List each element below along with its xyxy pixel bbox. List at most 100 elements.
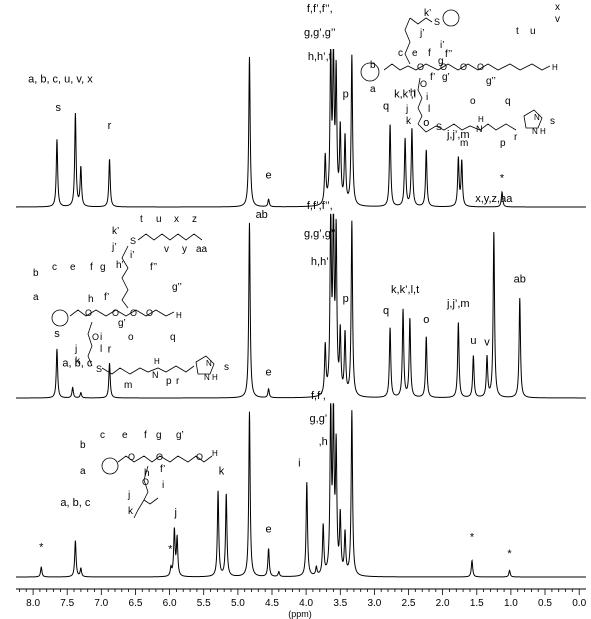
structure-imidazole-ring [195,355,215,375]
structure-label: t [516,26,519,37]
structure-label: z [192,214,197,225]
peak-label: j,j’,m [446,129,470,141]
structure-label: h’ [116,260,124,271]
peak-label: h,h’ [311,256,329,268]
structure-label: i [100,332,102,343]
structure-label: k’ [112,226,119,237]
structure-label: x [555,2,560,13]
structure-atom: O [420,79,427,89]
structure-label: f’ [160,464,165,475]
structure-label: v [555,14,560,25]
peak-label: * [39,542,44,554]
structure-atom: N [152,370,159,380]
structure-label: g [100,262,106,273]
peak-label: f,f’,f’’, [307,3,333,15]
structure-label: a [33,292,39,303]
structure-label: f [144,430,147,441]
structure-atom: O [146,308,153,318]
structure-label: b [33,268,39,279]
structure-label: k’ [424,8,431,19]
structure-label: q [170,332,176,343]
structure-atom: H [552,63,558,72]
peak-label: r [108,344,112,356]
structure-atom: N [476,124,483,134]
x-tick-label: 4.0 [299,598,313,609]
peak-label: f,f’,f’’, [307,200,333,212]
structure-label: o [128,332,134,343]
structure-label: r [514,132,518,143]
structure-benzene-ring [101,457,119,475]
peak-label: p [343,89,349,101]
peak-label: * [168,543,173,555]
peak-label: e [266,524,272,536]
structure-label: b [370,60,376,71]
structure-label: k [128,506,134,517]
peak-label: ab [256,209,268,221]
structure-label: l [428,104,430,115]
structure-label: f’ [104,292,109,303]
structure-label: h [88,294,94,305]
structure-label: m [460,138,468,149]
peak-label: f,f’, [311,390,326,402]
structure-label: f’’ [150,262,157,273]
structure-label: f’’ [445,49,452,60]
structure-label: c [52,262,57,273]
structure-atom: O [142,477,149,487]
structure-atom: H [176,311,182,320]
structure-atom: O [85,308,92,318]
peak-label: k,k’,l [394,89,416,101]
x-tick-label: 7.0 [94,598,108,609]
structure-label: a [80,466,86,477]
structure-benzene-ring [360,62,380,82]
x-tick-label: 3.5 [333,598,347,609]
structure-atom: H [212,449,218,458]
peak-label: i [298,457,300,469]
structure-label: u [156,214,162,225]
spectrum-panel-2: abf,f’,f’’,g,g’,g’’h,h’pqk,k’,l,toj,j’,m… [16,193,586,399]
spectrum-trace [16,49,586,208]
structure-label: g’’ [172,282,182,293]
peak-label: e [266,366,272,378]
structure-label: h [144,468,150,479]
structure-atom: O [130,308,137,318]
structure-label: f’ [430,72,435,83]
structure-bond [143,465,159,505]
x-tick-label: 0.0 [572,598,586,609]
x-tick-label: 3.0 [367,598,381,609]
structure-label: y [182,244,187,255]
structure-atom: S [434,17,440,27]
structure-label: g’ [176,430,184,441]
structure-label: e [122,430,128,441]
spectra-panels: a, b, c, u, v, x s r e f,f’,f’’, g,g’,g’’ h,h’… [16,3,586,578]
structure-label: h [410,88,416,99]
peak-label: g,g’ [310,413,328,425]
peak-label: a, b, c [62,358,92,370]
structure-atom: H [540,127,546,136]
x-tick-label: 2.0 [436,598,450,609]
peak-label: q [383,101,389,113]
structure-top: S O O O O H O S N H N N H k’ j’ i’ f’’ g… [360,2,560,149]
peak-label: e [266,170,272,182]
x-tick-label: 6.5 [129,598,143,609]
peak-label: q [383,305,389,317]
peak-label: a, b, c [60,497,90,509]
peak-label: x,y,z,aa [475,193,513,205]
peak-label: g,g’,g’’ [304,27,336,39]
structure-benzene-ring [442,9,460,27]
x-axis: 8.0 7.5 7.0 6.5 6.0 5.5 5.0 4.5 4.0 3.5 3.0 2.5 2.0 1… [16,588,587,619]
structure-label: o [470,96,476,107]
structure-label: a [370,84,376,95]
spectrum-panel-1: a, b, c, u, v, x s r e f,f’,f’’, g,g’,g’’ h,h’… [16,3,586,208]
structure-backbone [117,455,213,463]
structure-atom: N [206,359,212,368]
structure-label: v [164,244,169,255]
structure-atom: O [156,452,163,462]
structure-backbone [69,309,175,317]
structure-label: f [428,48,431,59]
x-tick-label: 5.0 [231,598,245,609]
x-tick-label: 8.0 [26,598,40,609]
structure-bond [133,499,145,519]
spectrum-trace [16,403,586,578]
structure-label: j’ [111,242,116,253]
